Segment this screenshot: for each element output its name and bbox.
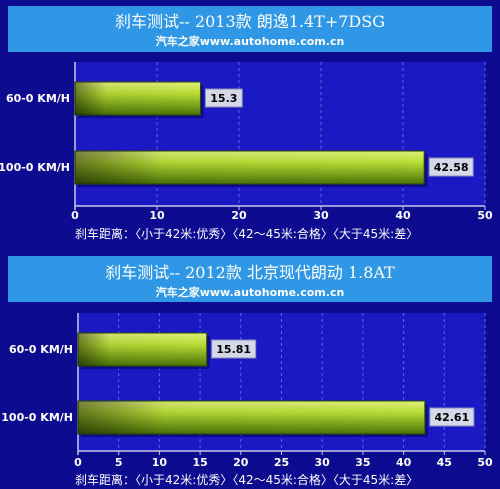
chart-2-plot: 0 5 10 15 20 25 30 35 40 45 50 60-0 KM/H 15.81 100-0 … [1, 313, 493, 469]
bar-shade [75, 151, 425, 184]
value-label-box [211, 339, 257, 359]
value-label-box [429, 407, 475, 427]
chart-1-plot: 0 10 20 30 40 50 60-0 KM/H 15.3 100-0 KM/H 42.58 [0, 62, 493, 222]
x-tick-label: 50 [477, 456, 493, 469]
chart-1-title: 刹车测试-- 2013款 朗逸1.4T+7DSG [115, 12, 385, 31]
bar-shade [75, 82, 201, 115]
bar-shade [78, 333, 207, 366]
x-tick-label: 40 [395, 209, 411, 222]
category-label: 100-0 KM/H [0, 161, 70, 174]
chart-2-footnote: 刹车距离：〈小于42米:优秀〉〈42～45米:合格〉〈大于45米:差〉 [75, 472, 418, 487]
x-tick-label: 0 [71, 209, 79, 222]
chart-1-title-box [8, 6, 492, 52]
x-tick-label: 35 [355, 456, 370, 469]
value-label-box [204, 88, 243, 108]
category-label: 100-0 KM/H [1, 411, 73, 424]
value-label: 15.81 [216, 343, 251, 356]
value-label: 42.58 [434, 161, 469, 174]
x-tick-label: 0 [74, 456, 82, 469]
x-tick-label: 40 [396, 456, 412, 469]
x-tick-label: 5 [115, 456, 123, 469]
bar-shade [78, 401, 425, 434]
category-label: 60-0 KM/H [9, 343, 73, 356]
x-tick-label: 10 [152, 456, 168, 469]
value-label-box [428, 157, 474, 177]
x-tick-label: 25 [274, 456, 289, 469]
x-tick-label: 30 [315, 456, 331, 469]
chart-2-subtitle: 汽车之家www.autohome.com.cn [156, 285, 345, 299]
chart-1: 刹车测试-- 2013款 朗逸1.4T+7DSG 汽车之家www.autohom… [0, 6, 493, 241]
value-label: 42.61 [434, 411, 469, 424]
x-tick-label: 30 [313, 209, 329, 222]
x-tick-label: 10 [149, 209, 165, 222]
chart-1-footnote: 刹车距离：〈小于42米:优秀〉〈42～45米:合格〉〈大于45米:差〉 [75, 226, 418, 241]
value-label: 15.3 [210, 92, 237, 105]
x-tick-label: 15 [192, 456, 207, 469]
x-tick-label: 50 [477, 209, 493, 222]
x-tick-label: 20 [233, 456, 249, 469]
category-label: 60-0 KM/H [6, 92, 70, 105]
chart-2-title: 刹车测试-- 2012款 北京现代朗动 1.8AT [105, 263, 395, 282]
x-tick-label: 20 [231, 209, 247, 222]
chart-2-title-box [8, 256, 492, 302]
x-tick-label: 45 [437, 456, 452, 469]
chart-1-subtitle: 汽车之家www.autohome.com.cn [156, 34, 345, 48]
chart-2: 刹车测试-- 2012款 北京现代朗动 1.8AT 汽车之家www.autoho… [1, 256, 493, 487]
